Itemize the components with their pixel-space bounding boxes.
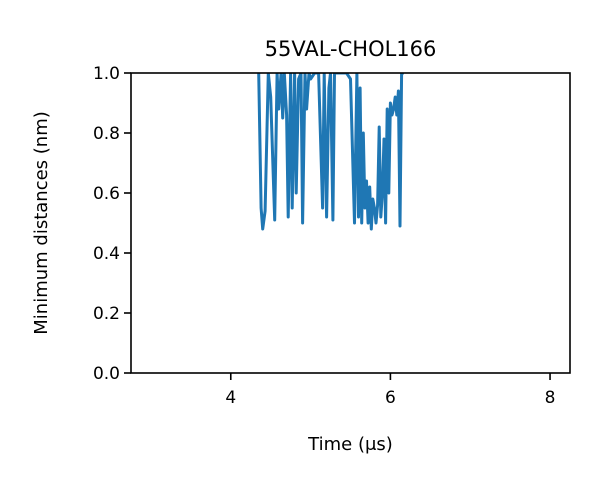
y-tick-label: 0.0 xyxy=(93,364,120,384)
x-axis-ticks: 4 6 8 xyxy=(225,373,555,408)
y-axis-label: Minimum distances (nm) xyxy=(31,111,52,335)
axes-frame xyxy=(130,72,571,374)
y-tick-label: 0.2 xyxy=(93,304,120,324)
series-layer xyxy=(257,73,404,231)
x-tick-label: 6 xyxy=(385,388,396,408)
y-tick-label: 1.0 xyxy=(93,64,120,84)
chart-title: 55VAL-CHOL166 xyxy=(265,37,437,61)
x-tick-label: 4 xyxy=(225,388,236,408)
plot-area: 4 6 8 0.0 0.2 0.4 0.6 0.8 1.0 xyxy=(93,64,571,408)
series-line-0 xyxy=(257,73,404,231)
x-tick-label: 8 xyxy=(545,388,556,408)
y-tick-label: 0.6 xyxy=(93,184,120,204)
y-tick-label: 0.8 xyxy=(93,124,120,144)
y-tick-label: 0.4 xyxy=(93,244,120,264)
x-axis-label: Time (μs) xyxy=(307,434,393,455)
y-axis-ticks: 0.0 0.2 0.4 0.6 0.8 1.0 xyxy=(93,64,131,384)
axes-spine-box xyxy=(130,72,571,374)
